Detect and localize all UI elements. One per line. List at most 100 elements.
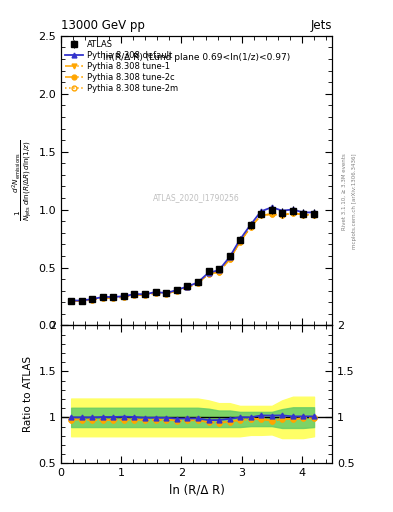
Pythia 8.308 tune-2m: [248, 224, 253, 230]
Pythia 8.308 tune-2c: [195, 281, 200, 287]
Pythia 8.308 default: [301, 209, 305, 216]
Pythia 8.308 tune-1: [217, 269, 221, 275]
Pythia 8.308 tune-1: [143, 292, 148, 298]
Pythia 8.308 tune-1: [227, 256, 232, 262]
Pythia 8.308 default: [280, 207, 285, 214]
Pythia 8.308 tune-2m: [185, 284, 190, 290]
Pythia 8.308 tune-2m: [174, 288, 179, 294]
Pythia 8.308 tune-2c: [143, 292, 148, 298]
Y-axis label: $\frac{1}{N_\mathrm{jets}}\frac{d^2 N_\mathrm{emissions}}{d\ln(R/\Delta R)\,d\ln: $\frac{1}{N_\mathrm{jets}}\frac{d^2 N_\m…: [11, 140, 34, 221]
Pythia 8.308 tune-2c: [259, 212, 263, 218]
Pythia 8.308 tune-2c: [185, 284, 190, 290]
Pythia 8.308 tune-2m: [101, 295, 105, 301]
Text: ATLAS_2020_I1790256: ATLAS_2020_I1790256: [153, 194, 240, 203]
Pythia 8.308 default: [227, 254, 232, 260]
Pythia 8.308 tune-2m: [143, 292, 148, 298]
Line: Pythia 8.308 default: Pythia 8.308 default: [69, 205, 316, 303]
Text: Rivet 3.1.10, ≥ 3.3M events: Rivet 3.1.10, ≥ 3.3M events: [342, 154, 347, 230]
Pythia 8.308 default: [206, 269, 211, 275]
Pythia 8.308 tune-1: [237, 239, 242, 245]
Pythia 8.308 default: [80, 297, 84, 304]
Pythia 8.308 tune-2c: [206, 271, 211, 277]
Pythia 8.308 tune-1: [185, 284, 190, 290]
Pythia 8.308 tune-2c: [270, 211, 274, 217]
Pythia 8.308 default: [237, 237, 242, 243]
Pythia 8.308 tune-2m: [227, 256, 232, 262]
Pythia 8.308 tune-2m: [80, 298, 84, 304]
Pythia 8.308 default: [174, 287, 179, 293]
Pythia 8.308 default: [217, 267, 221, 273]
Pythia 8.308 default: [312, 209, 316, 216]
Pythia 8.308 default: [122, 293, 127, 300]
Line: Pythia 8.308 tune-2c: Pythia 8.308 tune-2c: [69, 210, 316, 304]
Pythia 8.308 tune-2m: [312, 211, 316, 218]
Pythia 8.308 tune-1: [132, 292, 137, 298]
Pythia 8.308 tune-2m: [69, 298, 73, 304]
Pythia 8.308 tune-1: [259, 212, 263, 218]
Pythia 8.308 default: [164, 290, 169, 296]
Text: 13000 GeV pp: 13000 GeV pp: [61, 19, 145, 32]
Pythia 8.308 tune-1: [301, 211, 305, 218]
Pythia 8.308 default: [101, 294, 105, 300]
Pythia 8.308 tune-1: [290, 210, 295, 216]
Pythia 8.308 tune-1: [122, 294, 127, 300]
Pythia 8.308 tune-1: [153, 290, 158, 296]
Pythia 8.308 default: [132, 291, 137, 297]
Pythia 8.308 default: [248, 222, 253, 228]
Pythia 8.308 tune-1: [174, 288, 179, 294]
Pythia 8.308 tune-2c: [101, 295, 105, 301]
Pythia 8.308 default: [111, 294, 116, 300]
Pythia 8.308 tune-1: [280, 212, 285, 218]
Pythia 8.308 tune-2c: [164, 291, 169, 297]
Pythia 8.308 tune-1: [111, 295, 116, 301]
Pythia 8.308 tune-2m: [217, 269, 221, 275]
Legend: ATLAS, Pythia 8.308 default, Pythia 8.308 tune-1, Pythia 8.308 tune-2c, Pythia 8: ATLAS, Pythia 8.308 default, Pythia 8.30…: [63, 38, 180, 95]
Pythia 8.308 tune-2c: [174, 288, 179, 294]
Pythia 8.308 tune-2m: [301, 211, 305, 218]
Text: ln(R/Δ R) (Lund plane 0.69<ln(1/z)<0.97): ln(R/Δ R) (Lund plane 0.69<ln(1/z)<0.97): [103, 53, 290, 62]
Pythia 8.308 default: [290, 206, 295, 212]
Text: mcplots.cern.ch [arXiv:1306.3436]: mcplots.cern.ch [arXiv:1306.3436]: [352, 154, 357, 249]
Pythia 8.308 tune-2c: [280, 212, 285, 218]
Pythia 8.308 tune-2m: [206, 271, 211, 277]
Pythia 8.308 tune-1: [270, 211, 274, 217]
Pythia 8.308 tune-2c: [122, 294, 127, 300]
Pythia 8.308 tune-2c: [312, 211, 316, 218]
Pythia 8.308 tune-2c: [248, 224, 253, 230]
Text: Jets: Jets: [310, 19, 332, 32]
Pythia 8.308 tune-1: [248, 224, 253, 230]
Pythia 8.308 tune-2m: [195, 281, 200, 287]
Pythia 8.308 tune-1: [101, 295, 105, 301]
Pythia 8.308 default: [185, 284, 190, 290]
Pythia 8.308 default: [90, 296, 95, 302]
Pythia 8.308 tune-2m: [122, 294, 127, 300]
Pythia 8.308 tune-2m: [164, 291, 169, 297]
Pythia 8.308 tune-2c: [290, 210, 295, 216]
Pythia 8.308 default: [195, 280, 200, 286]
Pythia 8.308 tune-2m: [132, 292, 137, 298]
Pythia 8.308 tune-1: [69, 298, 73, 304]
Pythia 8.308 tune-2c: [111, 295, 116, 301]
Pythia 8.308 tune-2c: [90, 296, 95, 303]
Pythia 8.308 tune-2c: [80, 298, 84, 304]
Y-axis label: Ratio to ATLAS: Ratio to ATLAS: [23, 356, 33, 433]
Pythia 8.308 tune-2c: [153, 290, 158, 296]
Pythia 8.308 tune-2m: [111, 295, 116, 301]
Pythia 8.308 tune-2m: [270, 211, 274, 217]
Pythia 8.308 tune-1: [164, 291, 169, 297]
Pythia 8.308 default: [270, 204, 274, 210]
Pythia 8.308 tune-1: [90, 296, 95, 303]
Pythia 8.308 tune-2c: [301, 211, 305, 218]
Pythia 8.308 tune-2c: [132, 292, 137, 298]
Pythia 8.308 tune-1: [206, 271, 211, 277]
Pythia 8.308 default: [259, 208, 263, 215]
Pythia 8.308 tune-2m: [259, 212, 263, 218]
Pythia 8.308 tune-2m: [290, 210, 295, 216]
X-axis label: ln (R/Δ R): ln (R/Δ R): [169, 484, 224, 497]
Pythia 8.308 default: [143, 291, 148, 297]
Pythia 8.308 tune-2m: [153, 290, 158, 296]
Pythia 8.308 tune-1: [80, 298, 84, 304]
Line: Pythia 8.308 tune-1: Pythia 8.308 tune-1: [69, 210, 316, 304]
Pythia 8.308 tune-1: [195, 281, 200, 287]
Pythia 8.308 tune-2m: [90, 296, 95, 303]
